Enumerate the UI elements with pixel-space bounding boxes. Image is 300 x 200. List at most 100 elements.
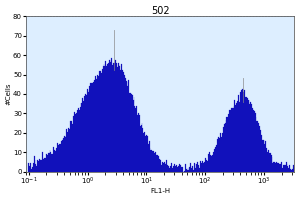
Bar [265,141,266,172]
Bar [30,163,31,172]
Bar [247,98,248,172]
Bar [46,154,47,172]
Bar [256,121,257,172]
Bar [93,82,94,172]
Bar [290,169,291,172]
Bar [132,95,133,172]
Bar [230,110,231,172]
Bar [204,162,205,172]
Bar [209,152,210,172]
Bar [131,94,132,172]
Bar [275,163,276,172]
Bar [190,163,191,172]
Bar [124,75,125,172]
Bar [274,162,275,172]
Bar [158,156,159,172]
Bar [285,165,286,172]
Bar [142,128,143,172]
Bar [45,158,46,172]
Bar [185,164,186,172]
Bar [254,111,255,172]
Bar [176,165,177,172]
Bar [152,151,153,172]
Bar [255,113,256,172]
Bar [156,155,157,172]
Bar [287,166,288,172]
Bar [244,90,245,172]
Bar [234,100,235,172]
Bar [187,170,188,172]
Bar [145,136,146,172]
Bar [221,137,222,172]
Bar [121,64,122,172]
Bar [251,104,252,172]
Bar [166,160,167,172]
Bar [165,164,166,172]
Bar [144,132,145,172]
Bar [133,100,134,172]
Bar [243,92,244,172]
Bar [135,108,136,172]
Bar [196,164,197,172]
Bar [54,150,55,172]
Bar [122,70,123,172]
Bar [123,72,124,172]
Bar [279,166,280,172]
Bar [201,163,202,172]
Bar [284,165,285,172]
Bar [53,147,54,172]
Bar [35,164,36,172]
Bar [258,123,259,172]
Bar [37,160,38,172]
Bar [238,95,239,172]
Bar [242,89,243,172]
Bar [143,133,144,172]
Bar [87,89,88,172]
Bar [281,162,282,172]
Bar [263,140,264,172]
Bar [277,163,278,172]
Bar [272,163,273,172]
Bar [74,112,75,172]
Bar [128,80,129,172]
Bar [94,80,95,172]
Bar [106,66,107,172]
Bar [261,135,262,172]
Bar [138,113,139,172]
Bar [260,130,261,172]
Bar [50,152,51,172]
Bar [220,133,221,172]
Bar [62,140,63,172]
Bar [271,155,272,172]
Bar [202,163,203,172]
Bar [264,140,265,172]
Bar [184,171,185,172]
Bar [192,166,193,172]
Bar [191,168,192,172]
Bar [91,83,92,172]
Bar [235,105,236,172]
Bar [293,165,294,172]
Y-axis label: #Cells: #Cells [6,83,12,105]
Bar [227,117,228,172]
Bar [96,79,97,172]
Bar [239,102,240,172]
Bar [99,71,100,172]
Bar [259,126,260,172]
Bar [98,76,99,172]
Bar [90,83,91,172]
Bar [107,64,108,172]
Bar [172,168,173,172]
Bar [75,114,76,172]
Bar [195,164,196,172]
Bar [103,64,104,172]
Bar [78,108,79,172]
Bar [63,138,64,172]
Bar [77,110,78,172]
Bar [59,144,60,172]
Bar [38,161,39,172]
Bar [213,152,214,172]
X-axis label: FL1-H: FL1-H [150,188,170,194]
Bar [214,149,215,172]
Bar [245,97,246,172]
